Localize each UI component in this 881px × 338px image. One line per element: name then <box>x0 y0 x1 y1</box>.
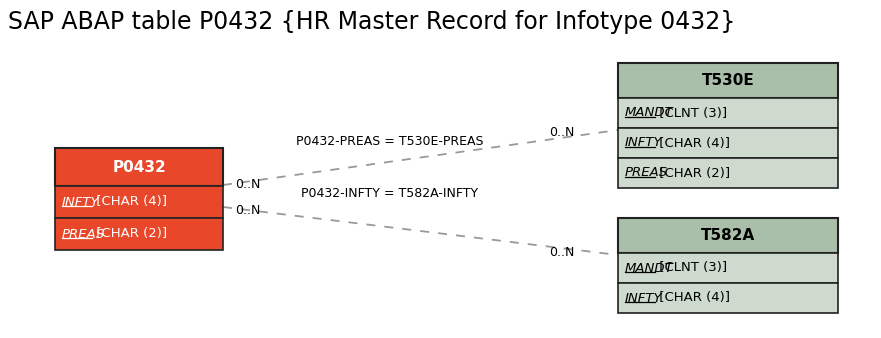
Text: MANDT: MANDT <box>625 262 674 274</box>
Text: [CHAR (4)]: [CHAR (4)] <box>655 137 730 149</box>
Text: MANDT: MANDT <box>625 106 674 120</box>
Text: PREAS: PREAS <box>62 227 105 241</box>
Text: P0432-PREAS = T530E-PREAS: P0432-PREAS = T530E-PREAS <box>296 135 484 148</box>
Text: INFTY: INFTY <box>62 195 100 209</box>
Text: INFTY: INFTY <box>625 291 663 305</box>
Text: P0432: P0432 <box>112 160 166 174</box>
Bar <box>618 283 838 313</box>
Bar <box>55 218 223 250</box>
Text: T530E: T530E <box>701 73 754 88</box>
Text: SAP ABAP table P0432 {HR Master Record for Infotype 0432}: SAP ABAP table P0432 {HR Master Record f… <box>8 10 736 34</box>
Bar <box>618 218 838 253</box>
Text: 0..N: 0..N <box>550 126 575 140</box>
Text: [CHAR (4)]: [CHAR (4)] <box>655 291 730 305</box>
Text: [CHAR (2)]: [CHAR (2)] <box>92 227 167 241</box>
Text: 0..N: 0..N <box>235 178 261 192</box>
Text: [CHAR (4)]: [CHAR (4)] <box>92 195 167 209</box>
Bar <box>618 98 838 128</box>
Bar <box>55 186 223 218</box>
Bar <box>618 128 838 158</box>
Text: [CLNT (3)]: [CLNT (3)] <box>655 262 727 274</box>
Bar <box>618 253 838 283</box>
Text: P0432-INFTY = T582A-INFTY: P0432-INFTY = T582A-INFTY <box>301 187 478 200</box>
Text: [CLNT (3)]: [CLNT (3)] <box>655 106 727 120</box>
Text: [CHAR (2)]: [CHAR (2)] <box>655 167 730 179</box>
Text: T582A: T582A <box>701 228 755 243</box>
Bar <box>618 63 838 98</box>
Text: INFTY: INFTY <box>625 137 663 149</box>
Text: 0..N: 0..N <box>235 203 261 217</box>
Text: 0..N: 0..N <box>550 245 575 259</box>
Text: PREAS: PREAS <box>625 167 668 179</box>
Bar <box>618 158 838 188</box>
Bar <box>55 148 223 186</box>
